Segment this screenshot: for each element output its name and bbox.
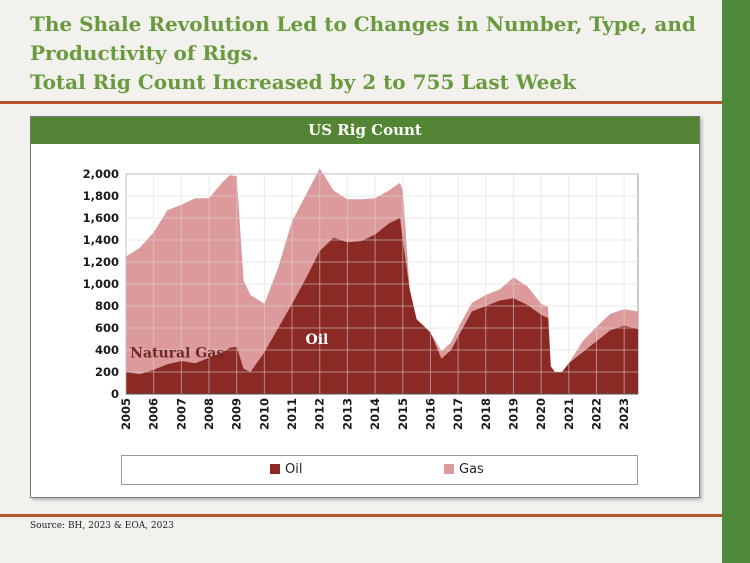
- x-tick-label: 2017: [451, 398, 465, 430]
- legend-swatch-oil: [270, 464, 280, 474]
- x-tick-label: 2022: [589, 398, 603, 430]
- y-tick-label: 600: [95, 321, 119, 335]
- title-line-2: Productivity of Rigs.: [30, 41, 259, 65]
- x-tick-label: 2007: [174, 398, 188, 430]
- x-tick-label: 2015: [396, 398, 410, 430]
- y-tick-label: 1,400: [83, 233, 119, 247]
- annotation-oil: Oil: [306, 332, 329, 348]
- legend-item-oil: Oil: [270, 462, 302, 478]
- x-tick-label: 2020: [534, 398, 548, 430]
- x-tick-label: 2011: [285, 398, 299, 430]
- source-note: Source: BH, 2023 & EOA, 2023: [30, 521, 174, 531]
- x-tick-label: 2013: [340, 398, 354, 430]
- legend-label-oil: Oil: [285, 462, 303, 477]
- chart-title: US Rig Count: [31, 117, 699, 144]
- x-tick-label: 2018: [479, 398, 493, 430]
- rig-count-chart: 0 200 400 600 800 1,000 1,200 1,400 1,600 1,800 2,…: [83, 167, 639, 430]
- y-tick-label: 0: [111, 387, 119, 401]
- x-tick-label: 2021: [562, 398, 576, 430]
- chart-legend: Oil Gas: [121, 455, 638, 485]
- legend-item-gas: Gas: [444, 462, 484, 478]
- x-tick-label: 2008: [202, 398, 216, 430]
- y-tick-label: 1,000: [83, 277, 119, 291]
- title-line-3: Total Rig Count Increased by 2 to 755 La…: [30, 70, 576, 94]
- y-tick-label: 2,000: [83, 167, 119, 181]
- footer-divider: [0, 514, 722, 517]
- x-tick-label: 2019: [506, 398, 520, 430]
- x-tick-label: 2010: [257, 398, 271, 430]
- y-tick-label: 1,600: [83, 211, 119, 225]
- slide-title: The Shale Revolution Led to Changes in N…: [30, 10, 720, 97]
- x-tick-label: 2012: [313, 398, 327, 430]
- x-tick-label: 2014: [368, 398, 382, 430]
- y-tick-label: 400: [95, 343, 119, 357]
- y-tick-label: 1,800: [83, 189, 119, 203]
- y-tick-label: 1,200: [83, 255, 119, 269]
- chart-panel: US Rig Count 0 200 400 600 800 1,000 1,200 1,40…: [30, 116, 700, 498]
- x-tick-label: 2009: [230, 398, 244, 430]
- x-tick-label: 2023: [617, 398, 631, 430]
- x-tick-label: 2005: [119, 398, 133, 430]
- annotation-natural-gas: Natural Gas: [130, 346, 224, 362]
- title-line-1: The Shale Revolution Led to Changes in N…: [30, 12, 696, 36]
- x-tick-label: 2006: [147, 398, 161, 430]
- legend-swatch-gas: [444, 464, 454, 474]
- title-divider: [0, 101, 722, 104]
- side-accent-bar: [722, 0, 750, 563]
- legend-label-gas: Gas: [459, 462, 484, 477]
- y-tick-label: 800: [95, 299, 119, 313]
- x-tick-label: 2016: [423, 398, 437, 430]
- y-tick-label: 200: [95, 365, 119, 379]
